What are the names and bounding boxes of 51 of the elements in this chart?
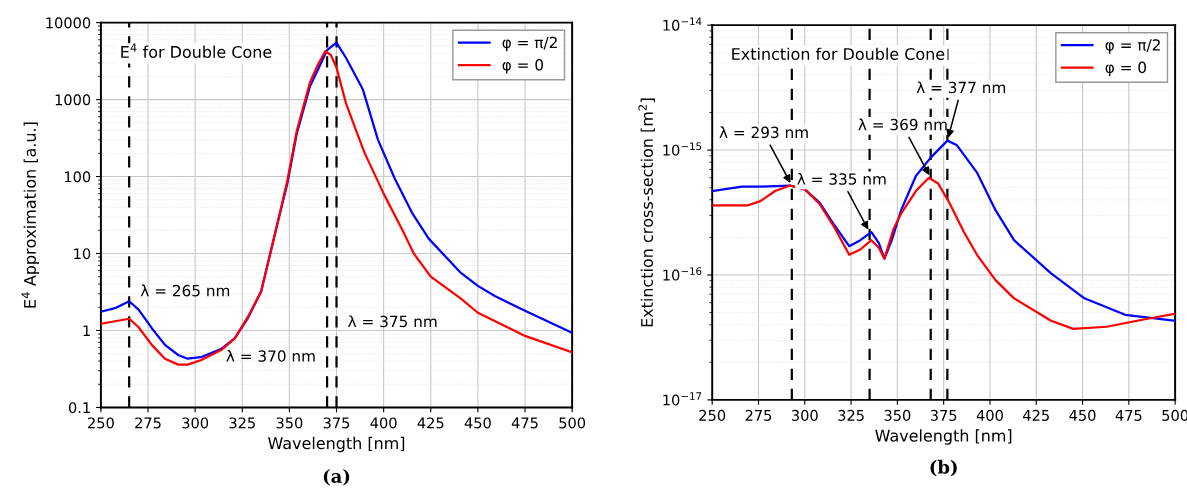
y-tick-label: 0.1	[68, 402, 90, 414]
legend-label: φ = π/2	[1105, 39, 1160, 54]
y-tick-label: 1	[83, 325, 90, 337]
ref-line-label: λ = 370 nm	[226, 350, 315, 362]
x-tick-label: 275	[135, 417, 161, 429]
x-tick-label: 450	[1069, 409, 1096, 421]
ref-line-label: λ = 375 nm	[348, 315, 437, 328]
x-tick-label: 375	[323, 417, 350, 429]
legend-label: φ = 0	[1105, 61, 1147, 77]
y-tick-label: 10$^{−16}$	[663, 267, 702, 281]
annotation: λ = 293 nm	[719, 126, 808, 139]
y-tick-label: 100	[64, 171, 91, 183]
legend-label: φ = 0	[502, 59, 544, 74]
text: (b)	[930, 459, 957, 477]
x-tick-label: 400	[976, 409, 1003, 421]
line-series	[712, 139, 1176, 322]
x-tick-label: 300	[182, 417, 209, 429]
x-tick-label: 325	[838, 409, 864, 421]
annotation: λ = 369 nm	[858, 118, 947, 131]
x-tick-label: 250	[88, 417, 114, 429]
text: Extinction for Double Cone	[732, 47, 945, 60]
ref-line-label: λ = 265 nm	[140, 284, 230, 297]
x-tick-label: 425	[417, 417, 444, 429]
x-tick-label: 300	[791, 409, 818, 421]
y-axis-title: Extinction cross-section [m$^{2}$]	[638, 98, 655, 327]
y-axis-title: E$^{4}$ Approximation [a.u.]	[21, 122, 40, 308]
x-tick-label: 350	[884, 409, 911, 421]
y-tick-label: 10$^{−14}$	[663, 17, 702, 31]
annotation: λ = 377 nm	[916, 81, 1006, 94]
x-tick-label: 250	[699, 409, 726, 421]
y-tick-label: 10000	[46, 17, 91, 29]
legend-label: φ = π/2	[502, 36, 557, 52]
x-axis-title: Wavelength [nm]	[875, 429, 1012, 445]
x-tick-label: 400	[370, 417, 397, 429]
x-tick-label: 475	[1115, 410, 1142, 421]
x-tick-label: 375	[930, 409, 957, 421]
y-tick-label: 10$^{−15}$	[663, 142, 702, 156]
x-tick-label: 350	[276, 417, 303, 429]
y-tick-label: 10$^{−17}$	[663, 392, 702, 406]
text: (a)	[323, 469, 350, 486]
text: E$^{4}$ for Double Cone	[121, 43, 272, 58]
x-tick-label: 500	[559, 417, 586, 429]
x-tick-label: 325	[229, 417, 255, 429]
x-axis-title: Wavelength [nm]	[268, 436, 405, 453]
x-tick-label: 275	[745, 409, 772, 421]
x-tick-label: 450	[464, 417, 491, 429]
x-tick-label: 475	[511, 417, 538, 429]
y-tick-label: 1000	[55, 94, 91, 106]
x-tick-label: 425	[1023, 409, 1049, 421]
y-tick-label: 10	[74, 248, 91, 260]
annotation: λ = 335 nm	[797, 172, 886, 185]
